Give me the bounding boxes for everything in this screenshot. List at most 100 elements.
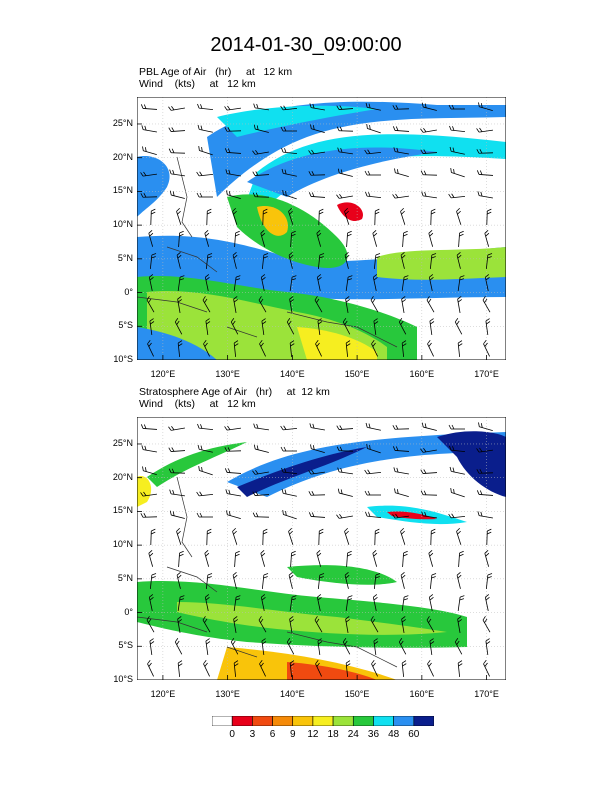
wind-barb (344, 527, 350, 545)
wind-barb (426, 296, 435, 313)
blue-streak-north (227, 432, 506, 497)
wind-barb (308, 149, 325, 155)
wind-barb (142, 146, 157, 156)
navy-block-ne (437, 431, 506, 497)
wind-barb (318, 528, 324, 546)
wind-barb (169, 489, 185, 497)
wind-barb (308, 192, 326, 198)
lat-label: 25°N (112, 117, 133, 128)
wind-barb (448, 513, 466, 519)
lon-label: 150°E (344, 369, 370, 379)
wind-barb (308, 469, 325, 475)
colorbar-label: 60 (408, 729, 420, 740)
wind-barb (448, 104, 465, 110)
wind-barb (337, 168, 353, 177)
lightgreen-strip-east (377, 247, 506, 280)
wind-barb (168, 447, 186, 452)
wind-barb (476, 469, 494, 474)
wind-barb (232, 572, 238, 589)
wind-barb (336, 446, 354, 452)
colorbar-swatch (413, 716, 434, 726)
wind-barb (308, 171, 326, 176)
wind-barb (400, 207, 406, 225)
wind-barb (148, 229, 154, 247)
wind-barb (204, 274, 210, 291)
wind-barb (177, 595, 185, 611)
lat-label: 10°S (113, 674, 133, 684)
lon-label: 120°E (150, 369, 176, 379)
wind-barb (169, 510, 185, 519)
lat-label: 20°N (112, 151, 133, 162)
wind-barb (426, 616, 435, 633)
wind-barb (456, 572, 462, 589)
wind-barb (204, 229, 210, 247)
wind-barb (400, 252, 406, 269)
colorbar-swatch (352, 716, 374, 726)
wind-barb (233, 616, 238, 633)
wind-barb (253, 444, 269, 453)
wind-barb (314, 296, 323, 313)
wind-barb (342, 318, 351, 335)
wind-barb (203, 660, 210, 677)
wind-barb (485, 638, 491, 655)
wind-barb (288, 207, 294, 225)
colorbar-swatch (252, 716, 273, 726)
red-streak-mid (387, 511, 437, 520)
wind-barb (288, 527, 294, 545)
wind-barb (365, 511, 382, 519)
colorbar-swatch (373, 716, 394, 726)
wind-barb (204, 594, 210, 611)
wind-barb (483, 660, 490, 677)
wind-barb (345, 296, 350, 313)
wind-barb (476, 149, 494, 154)
wind-barb (392, 105, 410, 110)
wind-barb (454, 318, 463, 335)
wind-barb (206, 208, 212, 226)
wind-barb (486, 528, 492, 546)
wind-barb (146, 616, 155, 633)
wind-barb (168, 426, 185, 431)
wind-barb (203, 340, 210, 357)
wind-barb (232, 207, 238, 225)
wind-barb (140, 491, 157, 497)
wind-barb (346, 230, 352, 248)
wind-barb (373, 573, 381, 590)
wind-barb (456, 207, 462, 225)
wind-barb (316, 594, 322, 611)
lat-label: 0° (124, 286, 133, 297)
wind-barb (309, 423, 325, 431)
wind-barb (484, 229, 490, 247)
wind-barb (260, 594, 266, 611)
wind-barb (290, 230, 296, 248)
wind-barbs (140, 422, 494, 678)
wind-barb (281, 467, 298, 475)
wind-barb (282, 510, 297, 520)
wind-barb (146, 296, 155, 313)
wind-barb (177, 340, 183, 358)
wind-barb (233, 340, 239, 358)
colorbar-swatch (272, 716, 294, 726)
wind-barb (477, 191, 493, 199)
wind-barb (168, 148, 186, 154)
wind-barb (310, 124, 325, 134)
wind-barb (365, 422, 381, 431)
wind-barb (421, 511, 437, 519)
panel2-subtitle: Stratosphere Age of Air (hr) at 12 km Wi… (139, 386, 330, 410)
wind-barb (289, 296, 294, 313)
wind-barb (150, 528, 156, 546)
wind-barb (450, 488, 465, 498)
lat-label: 10°S (113, 354, 133, 364)
wind-barb (394, 488, 409, 498)
wind-barb (345, 616, 350, 633)
wind-barb (288, 252, 294, 269)
wind-barb (401, 275, 409, 291)
wind-barb (371, 660, 378, 677)
wind-barb (373, 638, 379, 655)
wind-barb (316, 229, 322, 247)
wind-barb (168, 106, 185, 111)
wind-barb (233, 595, 241, 611)
wind-barb (454, 638, 463, 655)
wind-barb (288, 572, 294, 589)
wind-barb (346, 550, 352, 568)
wind-barb (149, 638, 155, 655)
